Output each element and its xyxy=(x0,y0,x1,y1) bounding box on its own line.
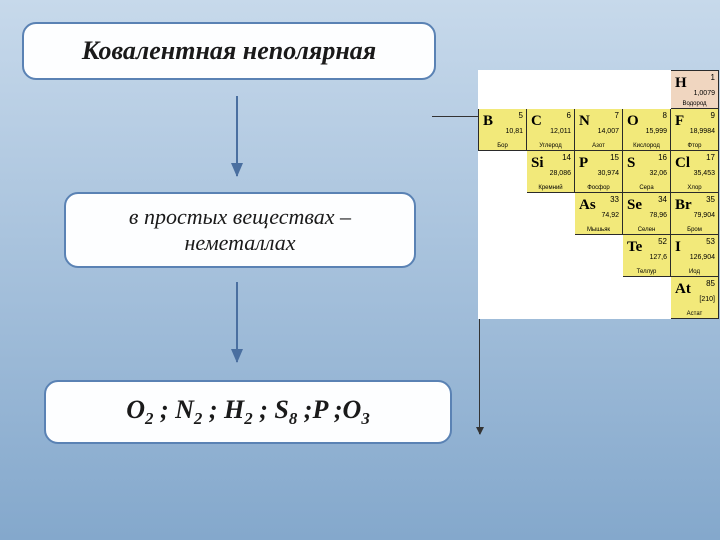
pt-cell-p: P1530,974Фосфор xyxy=(575,151,623,193)
pt-cell-b: B510,81Бор xyxy=(479,109,527,151)
formula-part: P ; xyxy=(312,395,342,424)
pt-cell-as: As3374,92Мышьяк xyxy=(575,193,623,235)
pt-cell-at: At85[210]Астат xyxy=(671,277,719,319)
formula-part: ; xyxy=(202,395,224,424)
formula-part: ; xyxy=(297,395,312,424)
title-box: Ковалентная неполярная xyxy=(22,22,436,80)
pt-cell-h: H11,0079Водород xyxy=(671,71,719,109)
middle-line-2: неметаллах xyxy=(129,230,351,256)
formula-part: O xyxy=(126,395,145,424)
formula-part: H xyxy=(224,395,244,424)
formula-subscript: 2 xyxy=(244,409,252,428)
middle-box: в простых веществах – неметаллах xyxy=(64,192,416,268)
pt-cell-o: O815,999Кислород xyxy=(623,109,671,151)
formula-part: O xyxy=(343,395,362,424)
pt-cell-s: S1632,06Сера xyxy=(623,151,671,193)
pt-cell-f: F918,9984Фтор xyxy=(671,109,719,151)
middle-text: в простых веществах – неметаллах xyxy=(129,204,351,256)
pt-cell-te: Te52127,6Теллур xyxy=(623,235,671,277)
formula-part: N xyxy=(175,395,194,424)
pt-cell-cl: Cl1735,453Хлор xyxy=(671,151,719,193)
formula-subscript: 3 xyxy=(361,409,369,428)
formula-part: ; xyxy=(153,395,175,424)
arrow-2 xyxy=(236,282,238,362)
formula-box: O2 ; N2 ; H2 ; S8 ;P ;O3 xyxy=(44,380,452,444)
periodic-table-fragment: H11,0079Водород B510,81БорC612,011Углерод… xyxy=(478,70,719,319)
pt-cell-br: Br3579,904Бром xyxy=(671,193,719,235)
pt-cell-se: Se3478,96Селен xyxy=(623,193,671,235)
formula-part: ; xyxy=(253,395,275,424)
pt-cell-c: C612,011Углерод xyxy=(527,109,575,151)
pt-cell-si: Si1428,086Кремний xyxy=(527,151,575,193)
pt-cell-n: N714,007Азот xyxy=(575,109,623,151)
title-text: Ковалентная неполярная xyxy=(82,36,376,66)
formula-text: O2 ; N2 ; H2 ; S8 ;P ;O3 xyxy=(126,395,370,429)
middle-line-1: в простых веществах – xyxy=(129,204,351,230)
formula-part: S xyxy=(274,395,288,424)
arrow-1 xyxy=(236,96,238,176)
pt-cell-i: I53126,904Иод xyxy=(671,235,719,277)
